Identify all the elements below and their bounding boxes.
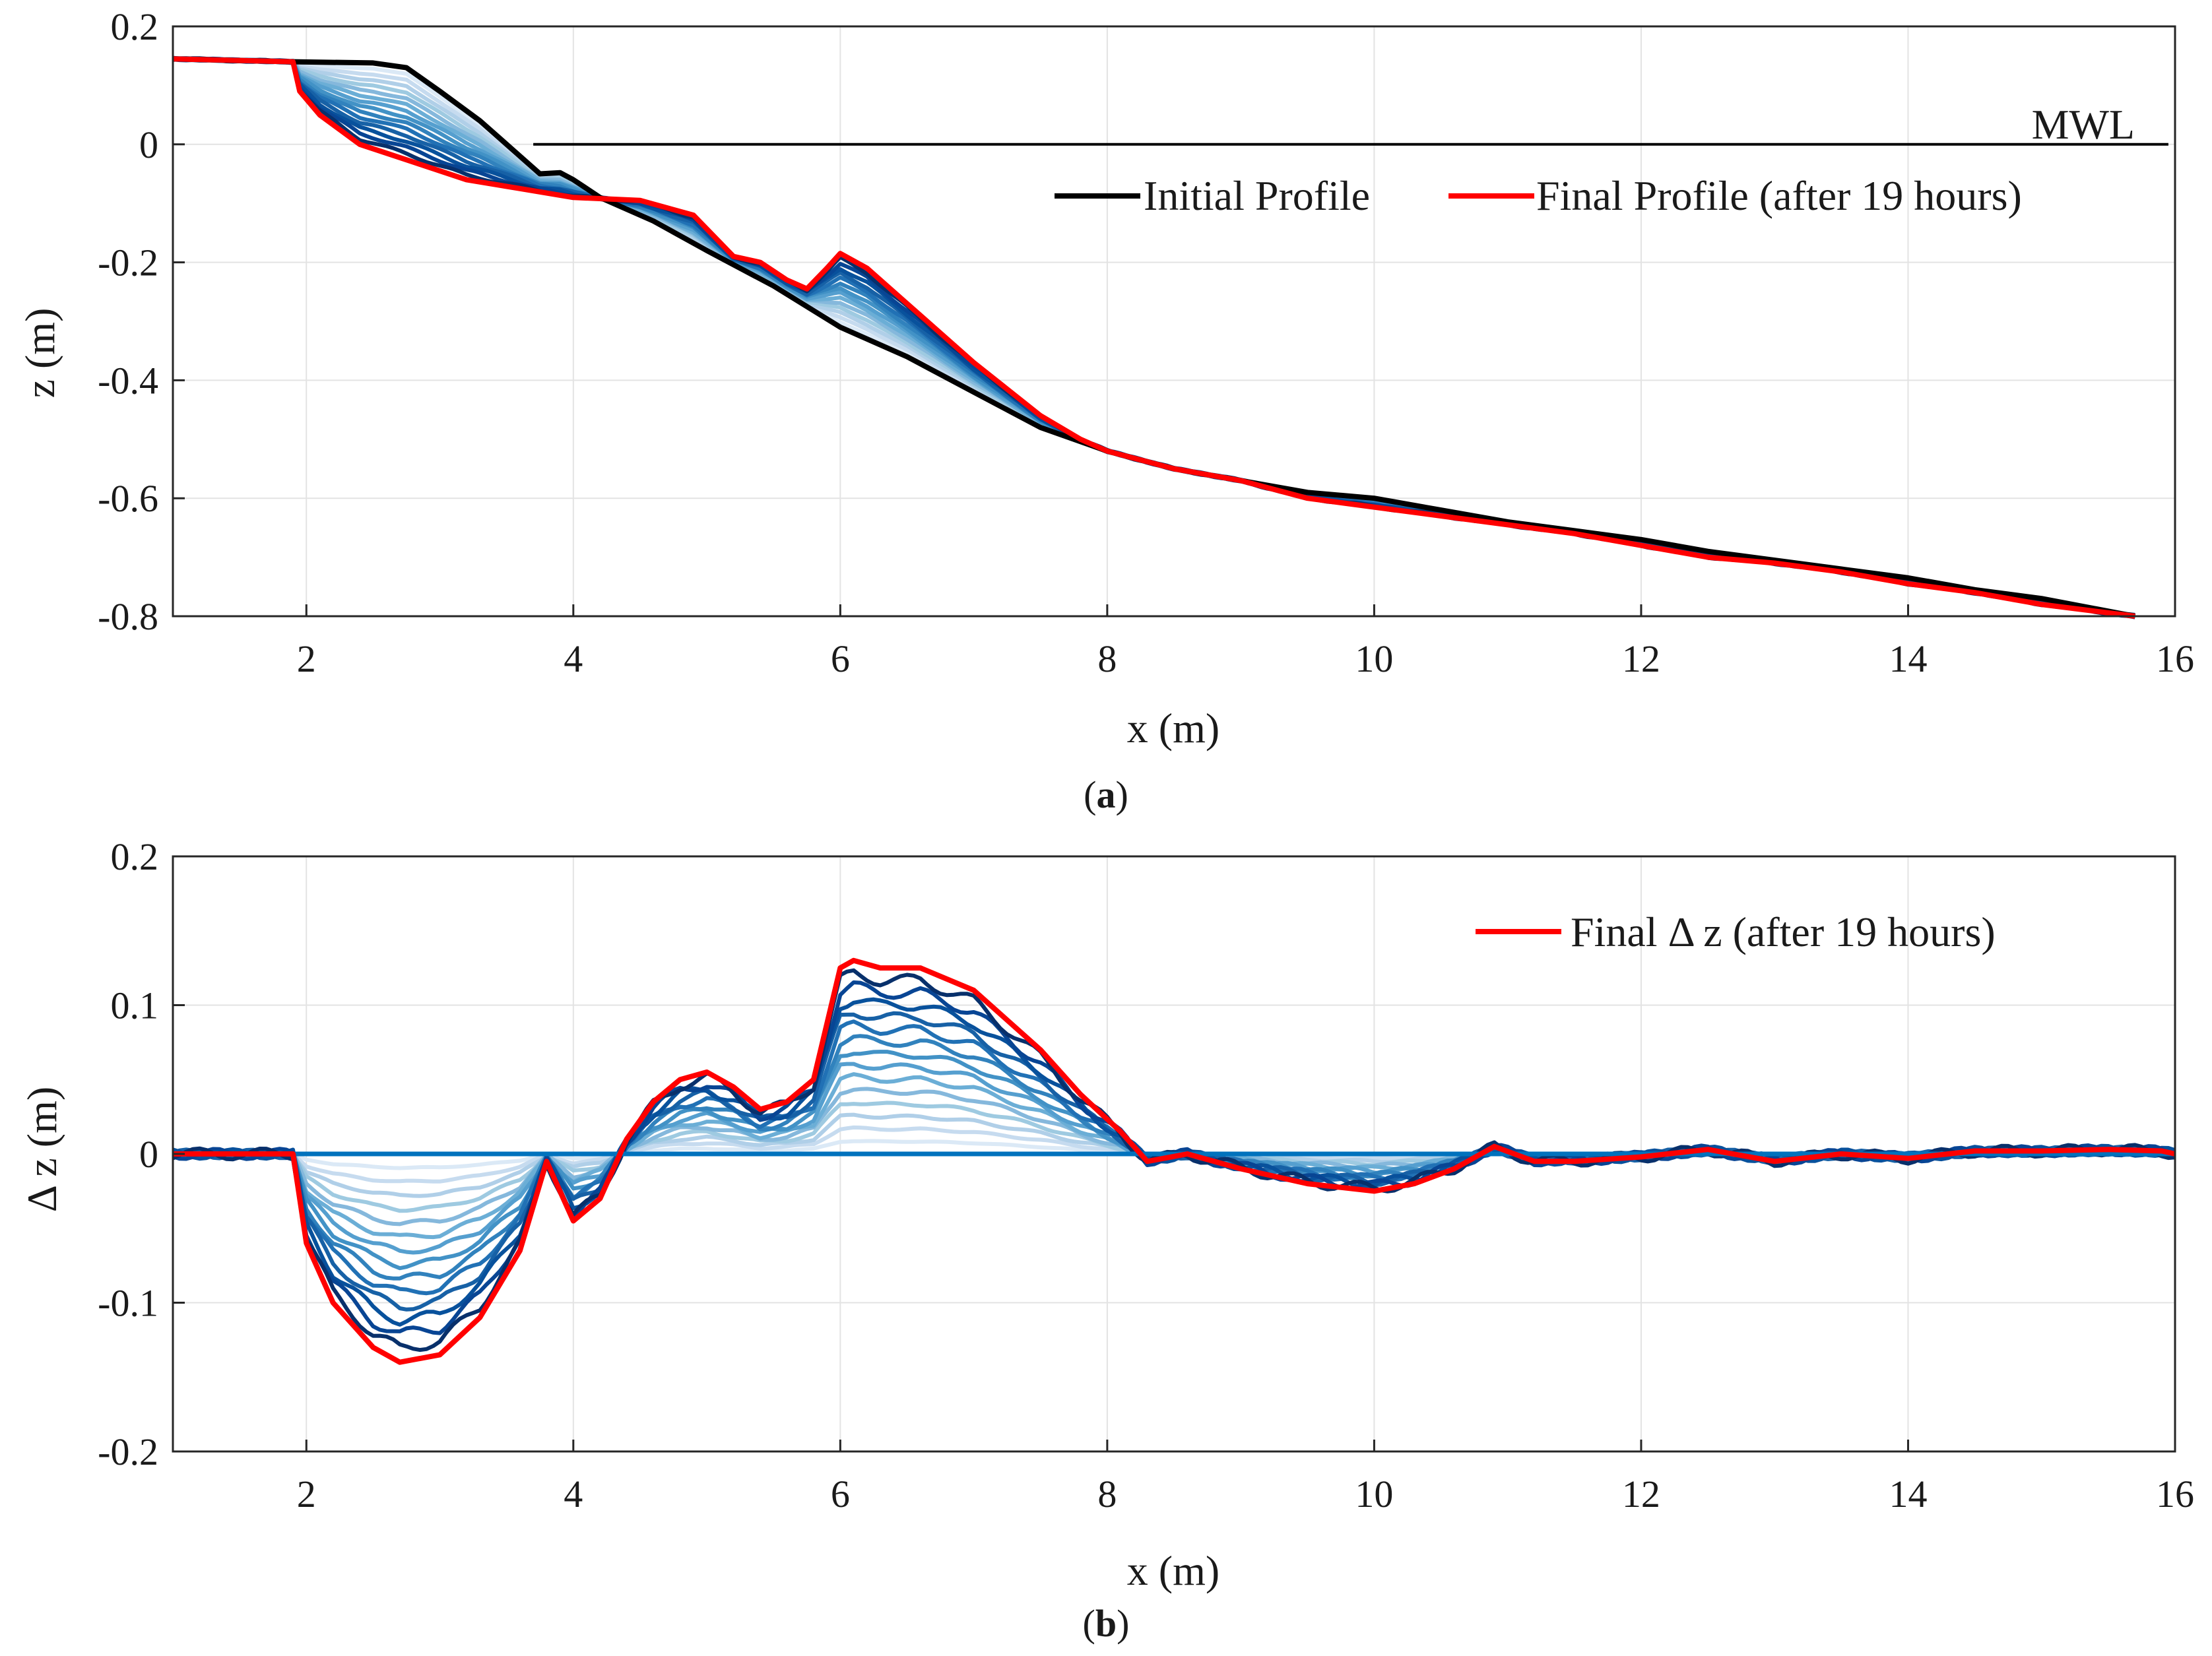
x-tick-label: 16	[2156, 1473, 2194, 1515]
panel-a-x-axis-label: x (m)	[1127, 705, 1220, 751]
panel-a-caption-letter: a	[1097, 773, 1116, 816]
legend-label-final-profile: Final Profile (after 19 hours)	[1536, 172, 2022, 219]
x-tick-label: 10	[1355, 637, 1393, 680]
y-tick-label: 0.2	[111, 835, 159, 878]
y-tick-label: 0.1	[111, 984, 159, 1027]
x-tick-label: 2	[297, 637, 316, 680]
panel-a: 2 4 6 8 10 12 14 16 -0.8 -0.6 -0.4 -0.2 0 0.2 x (m) z…	[16, 5, 2194, 816]
panel-b: 2 4 6 8 10 12 14 16 -0.2 -0.1 0 0.1 0.2 x (m) Δ z (m…	[18, 835, 2194, 1645]
panel-b-y-axis-label: Δ z (m)	[18, 1087, 65, 1212]
panel-a-ticks: 2 4 6 8 10 12 14 16 -0.8 -0.6 -0.4 -0.2 0 0.2	[98, 5, 2194, 680]
panel-b-x-axis-label: x (m)	[1127, 1547, 1220, 1594]
panel-a-axes-frame	[172, 25, 2176, 618]
y-tick-label: -0.6	[98, 477, 158, 520]
panel-b-x-axis-label-mask	[990, 1587, 1359, 1618]
x-tick-label: 14	[1889, 1473, 1927, 1515]
y-tick-label: -0.4	[98, 359, 158, 402]
panel-a-y-axis-label: z (m)	[16, 308, 63, 398]
y-tick-label: -0.1	[98, 1282, 158, 1325]
x-tick-label: 4	[564, 1473, 583, 1515]
panel-a-caption: (a)	[1084, 773, 1128, 816]
panel-b-caption: (b)	[1083, 1602, 1130, 1645]
legend-label-final-dz: Final Δ z (after 19 hours)	[1571, 908, 1996, 955]
x-tick-label: 14	[1889, 637, 1927, 680]
x-tick-label: 12	[1622, 1473, 1660, 1515]
mwl-label: MWL	[2032, 101, 2135, 148]
panel-a-legend: Initial Profile Final Profile (after 19 …	[1055, 172, 2022, 219]
intermediate-profile-line	[172, 997, 2176, 1327]
y-tick-label: -0.2	[98, 241, 158, 284]
panel-b-legend: Final Δ z (after 19 hours)	[1476, 908, 1996, 955]
y-tick-label: 0	[139, 1133, 158, 1176]
x-tick-label: 8	[1097, 637, 1117, 680]
x-tick-label: 6	[831, 637, 850, 680]
panel-a-series	[172, 56, 2168, 619]
x-tick-label: 16	[2156, 637, 2194, 680]
series-line-initial-profile	[172, 56, 2136, 619]
x-tick-label: 8	[1097, 1473, 1117, 1515]
x-tick-label: 2	[297, 1473, 316, 1515]
legend-label-initial-profile: Initial Profile	[1144, 172, 1370, 219]
y-tick-label: -0.2	[98, 1430, 158, 1473]
y-tick-label: 0.2	[111, 5, 159, 48]
x-tick-label: 10	[1355, 1473, 1393, 1515]
series-line-final-z-after-19-hours	[173, 957, 2176, 1365]
x-tick-label: 12	[1622, 637, 1660, 680]
panel-b-series	[173, 957, 2176, 1365]
x-tick-label: 6	[831, 1473, 850, 1515]
y-tick-label: 0	[139, 123, 158, 166]
series-line-final-profile-after-19-hours	[172, 56, 2135, 619]
panel-b-ticks: 2 4 6 8 10 12 14 16 -0.2 -0.1 0 0.1 0.2	[98, 835, 2194, 1515]
x-tick-label: 4	[564, 637, 583, 680]
y-tick-label: -0.8	[98, 595, 158, 638]
panel-b-caption-letter: b	[1095, 1602, 1117, 1645]
